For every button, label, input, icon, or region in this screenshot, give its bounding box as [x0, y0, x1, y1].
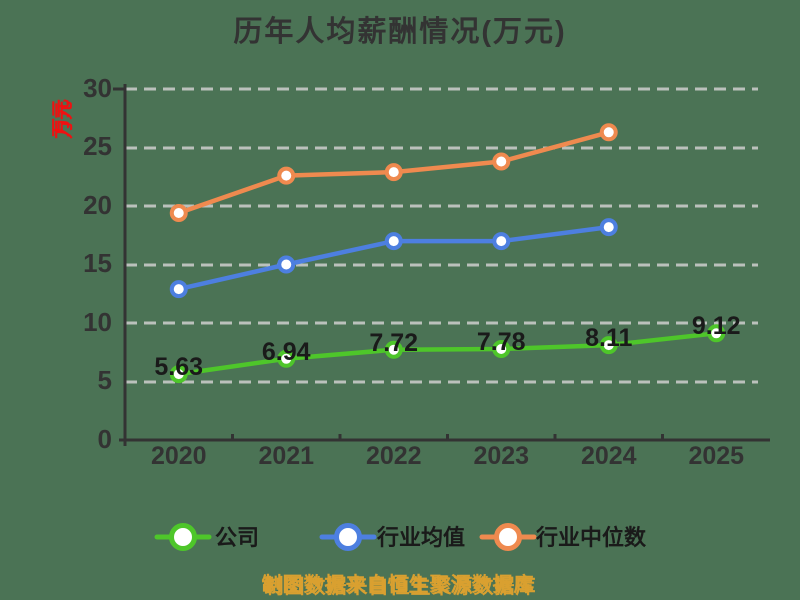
svg-text:行业中位数: 行业中位数: [535, 525, 647, 550]
svg-text:行业均值: 行业均值: [376, 525, 465, 550]
svg-text:公司: 公司: [215, 525, 259, 550]
